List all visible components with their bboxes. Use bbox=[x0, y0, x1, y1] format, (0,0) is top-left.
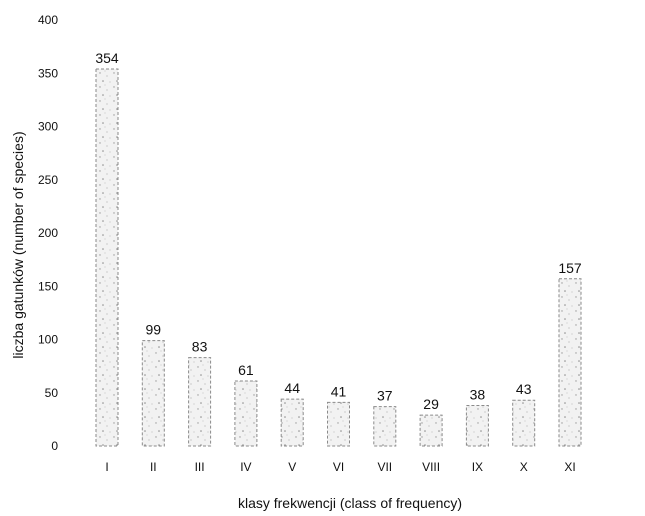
x-tick-label: VI bbox=[333, 460, 344, 474]
data-label: 37 bbox=[377, 388, 393, 404]
x-tick-label: I bbox=[105, 460, 108, 474]
data-label: 44 bbox=[284, 380, 300, 396]
x-tick-label: V bbox=[288, 460, 296, 474]
x-tick-label: IX bbox=[472, 460, 483, 474]
data-label: 43 bbox=[516, 381, 532, 397]
bar bbox=[188, 357, 212, 447]
bar bbox=[95, 68, 119, 447]
bar bbox=[327, 401, 350, 447]
x-tick-label: X bbox=[520, 460, 528, 474]
x-tick-label: VIII bbox=[422, 460, 440, 474]
y-tick-label: 0 bbox=[51, 439, 58, 453]
data-label: 99 bbox=[146, 322, 162, 338]
x-tick-label: IV bbox=[240, 460, 251, 474]
y-axis-ticks: 0 50 100 150 200 250 300 350 400 bbox=[38, 13, 58, 453]
data-label: 83 bbox=[192, 339, 208, 355]
y-tick-label: 100 bbox=[38, 333, 58, 347]
x-tick-label: XI bbox=[564, 460, 575, 474]
data-label: 38 bbox=[470, 387, 486, 403]
y-tick-label: 50 bbox=[45, 386, 59, 400]
y-axis-title: liczba gatunków (number of species) bbox=[10, 131, 26, 358]
y-tick-label: 300 bbox=[38, 120, 58, 134]
bar bbox=[234, 380, 258, 447]
bar bbox=[419, 414, 443, 447]
data-label: 157 bbox=[558, 260, 582, 276]
data-label: 354 bbox=[95, 50, 119, 66]
y-tick-label: 250 bbox=[38, 173, 58, 187]
y-tick-label: 400 bbox=[38, 13, 58, 27]
y-tick-label: 350 bbox=[38, 66, 58, 80]
bar bbox=[373, 406, 397, 447]
y-tick-label: 150 bbox=[38, 279, 58, 293]
bar bbox=[512, 399, 536, 447]
x-axis-ticks: I II III IV V VI VII VIII IX X XI bbox=[105, 460, 575, 474]
x-tick-label: III bbox=[195, 460, 205, 474]
y-tick-label: 200 bbox=[38, 226, 58, 240]
bars bbox=[95, 68, 582, 447]
x-tick-label: II bbox=[150, 460, 157, 474]
x-axis-title: klasy frekwencji (class of frequency) bbox=[238, 495, 462, 511]
data-labels: 354 99 83 61 44 41 37 29 38 43 157 bbox=[95, 50, 582, 412]
data-label: 61 bbox=[238, 362, 254, 378]
bar bbox=[141, 340, 165, 447]
x-tick-label: VII bbox=[377, 460, 392, 474]
data-label: 41 bbox=[331, 383, 347, 399]
data-label: 29 bbox=[423, 396, 439, 412]
bar bbox=[465, 405, 489, 447]
bar bbox=[280, 398, 304, 447]
bar bbox=[558, 278, 582, 447]
